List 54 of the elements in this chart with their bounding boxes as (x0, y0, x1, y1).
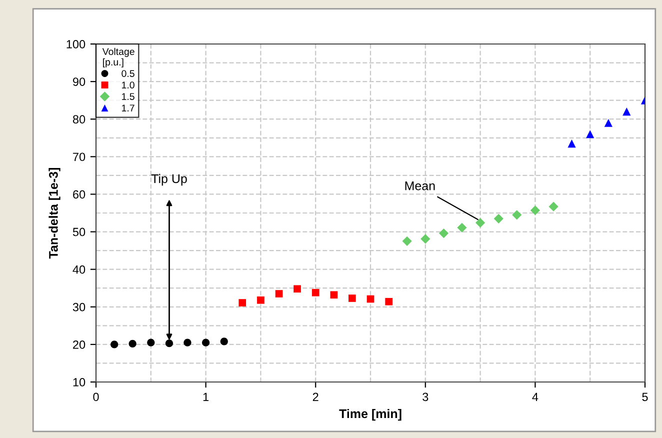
annotation: Mean (405, 182, 435, 190)
point (220, 338, 228, 346)
y-tick-label: 40 (72, 265, 86, 274)
y-tick-label: 100 (66, 40, 86, 48)
legend-label: 0.5 (122, 70, 134, 77)
x-tick-label: 1 (203, 392, 209, 401)
y-tick-label: 90 (73, 78, 86, 86)
point (457, 222, 467, 232)
x-tick-label: 0 (93, 392, 99, 402)
y-axis-title: Tan-delta [1e-3] (48, 168, 60, 259)
point (330, 291, 338, 299)
point (548, 202, 558, 212)
point (586, 130, 594, 138)
point (568, 139, 576, 148)
point (402, 236, 412, 246)
point (238, 299, 246, 306)
legend-title: Voltage [p.u.] (102, 48, 134, 68)
y-tick-label: 30 (72, 302, 86, 312)
point (257, 296, 264, 304)
y-tick-label: 60 (73, 190, 86, 199)
x-tick-label: 3 (422, 392, 428, 402)
point (366, 295, 374, 303)
point (438, 228, 449, 238)
annotation: Tip Up (151, 174, 187, 186)
point (110, 340, 118, 348)
point (385, 298, 393, 306)
y-tick-label: 10 (73, 378, 86, 386)
point (202, 338, 210, 346)
x-axis-title: Time [min] (339, 408, 402, 421)
x-tick-label: 2 (312, 392, 318, 401)
point (604, 118, 612, 127)
point (622, 108, 631, 116)
point (184, 338, 192, 346)
legend-label: 1.0 (122, 82, 134, 88)
point (494, 214, 504, 224)
y-tick-label: 70 (73, 152, 86, 162)
point (275, 290, 283, 298)
legend-label: 1.5 (122, 93, 134, 100)
y-tick-label: 50 (72, 228, 86, 236)
point (312, 288, 320, 296)
point (512, 210, 522, 220)
legend-label: 1.7 (122, 104, 134, 112)
point (147, 338, 155, 346)
y-tick-label: 20 (73, 340, 86, 349)
y-tick-label: 80 (72, 115, 86, 124)
point (165, 340, 174, 348)
point (475, 218, 486, 228)
point (128, 340, 136, 348)
point (348, 294, 356, 302)
x-tick-label: 5 (642, 392, 648, 402)
point (420, 234, 430, 244)
x-tick-label: 4 (532, 392, 538, 401)
point (530, 206, 540, 216)
point (294, 285, 301, 293)
